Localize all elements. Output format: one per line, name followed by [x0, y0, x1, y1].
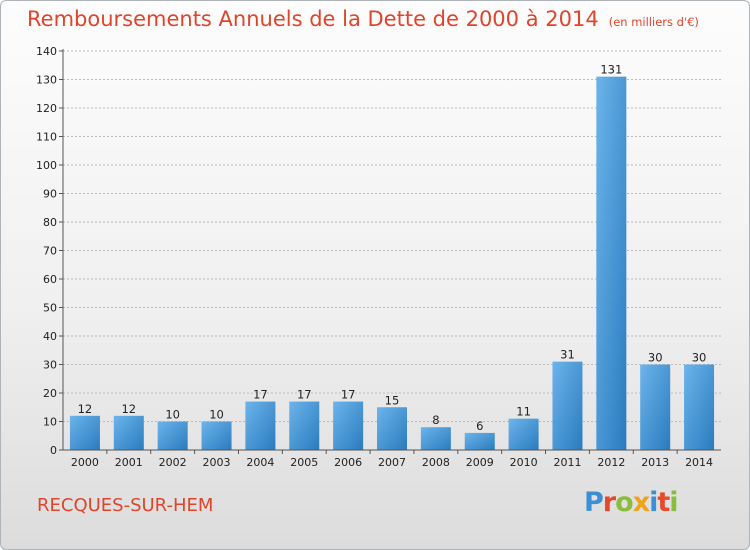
bar-2012 [596, 76, 627, 451]
value-label-2013: 30 [648, 351, 663, 365]
y-tick-label-30: 30 [43, 359, 57, 372]
x-tick-label-2000: 2000 [71, 456, 99, 469]
value-label-2008: 8 [432, 413, 439, 427]
value-label-2014: 30 [692, 351, 707, 365]
value-label-2006: 17 [341, 388, 356, 402]
x-tick-label-2013: 2013 [641, 456, 669, 469]
bar-2000 [69, 415, 100, 450]
logo-letter: P [584, 487, 604, 518]
bar-2004 [245, 401, 276, 450]
title-text: Remboursements Annuels de la Dette de 20… [27, 7, 599, 31]
bar-2001 [113, 415, 144, 450]
x-tick-label-2010: 2010 [510, 456, 538, 469]
y-axis-ticks: 0 10 20 30 40 50 60 70 80 90 100 110 120 130 140 [36, 45, 63, 457]
axes [62, 49, 721, 451]
logo-letter: o [615, 487, 634, 518]
bars [69, 76, 715, 451]
value-label-2007: 15 [385, 393, 400, 407]
x-tick-label-2006: 2006 [334, 456, 362, 469]
bar-2008 [420, 427, 451, 450]
bar-2003 [201, 421, 232, 450]
bar-2010 [508, 418, 539, 450]
x-tick-label-2002: 2002 [159, 456, 187, 469]
x-tick-label-2003: 2003 [203, 456, 231, 469]
bar-2014 [684, 364, 715, 450]
x-tick-label-2005: 2005 [290, 456, 318, 469]
value-label-2003: 10 [209, 408, 224, 422]
y-tick-label-110: 110 [36, 131, 57, 144]
x-tick-label-2014: 2014 [685, 456, 713, 469]
y-tick-label-120: 120 [36, 102, 57, 115]
y-tick-label-70: 70 [43, 245, 57, 258]
x-tick-label-2008: 2008 [422, 456, 450, 469]
x-tick-label-2004: 2004 [246, 456, 274, 469]
x-tick-label-2007: 2007 [378, 456, 406, 469]
logo-letter: t [657, 487, 670, 518]
bar-2002 [157, 421, 188, 450]
commune-name: RECQUES-SUR-HEM [37, 495, 214, 516]
value-label-2009: 6 [476, 419, 483, 433]
value-label-2011: 31 [560, 348, 575, 362]
x-tick-label-2011: 2011 [553, 456, 581, 469]
x-axis-ticks: 2000 2001 2002 2003 2004 2005 2006 2007 2008 2009… [71, 450, 713, 469]
value-label-2002: 10 [165, 408, 180, 422]
y-tick-label-80: 80 [43, 216, 57, 229]
bar-2006 [333, 401, 364, 450]
y-tick-label-10: 10 [43, 416, 57, 429]
value-label-2012: 131 [600, 63, 622, 77]
x-tick-label-2001: 2001 [115, 456, 143, 469]
y-tick-label-100: 100 [36, 159, 57, 172]
logo-letter: i [649, 487, 658, 518]
value-label-2004: 17 [253, 388, 268, 402]
y-tick-label-90: 90 [43, 188, 57, 201]
logo-letter: x [632, 487, 650, 518]
value-label-2001: 12 [121, 402, 136, 416]
logo-letter: r [602, 487, 616, 518]
y-tick-label-50: 50 [43, 302, 57, 315]
y-tick-label-20: 20 [43, 387, 57, 400]
bar-2005 [289, 401, 320, 450]
bar-value-labels: 12 12 10 10 17 17 17 15 8 6 11 31 131 30 30 [78, 63, 707, 433]
y-tick-label-60: 60 [43, 273, 57, 286]
chart-title: Remboursements Annuels de la Dette de 20… [27, 7, 699, 31]
bar-2007 [377, 407, 407, 450]
bar-2011 [552, 361, 583, 450]
value-label-2005: 17 [297, 388, 312, 402]
bar-2013 [640, 364, 671, 450]
x-tick-label-2012: 2012 [597, 456, 625, 469]
y-tick-label-130: 130 [36, 74, 57, 87]
proxiti-logo: Proxiti [584, 487, 679, 518]
value-label-2010: 11 [516, 405, 531, 419]
value-label-2000: 12 [78, 402, 93, 416]
y-tick-label-40: 40 [43, 330, 57, 343]
y-tick-label-140: 140 [36, 45, 57, 58]
x-tick-label-2009: 2009 [466, 456, 494, 469]
logo-letter: i [669, 487, 678, 518]
bar-2009 [464, 432, 495, 450]
unit-label: (en milliers d'€) [608, 15, 699, 29]
y-tick-label-0: 0 [50, 444, 57, 457]
